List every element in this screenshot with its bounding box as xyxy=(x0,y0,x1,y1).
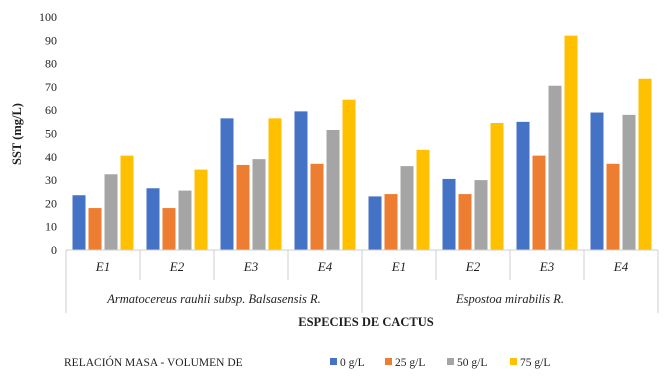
y-tick-label: 50 xyxy=(45,127,57,141)
bar xyxy=(162,208,176,250)
bar xyxy=(268,118,282,250)
x-tick-label: E2 xyxy=(465,259,481,274)
x-tick-label: E2 xyxy=(169,259,185,274)
bar xyxy=(88,208,102,250)
legend-swatch xyxy=(447,358,454,365)
x-axis-title: ESPECIES DE CACTUS xyxy=(298,315,434,329)
y-tick-label: 30 xyxy=(45,173,57,187)
x-tick-label: E3 xyxy=(243,259,259,274)
legend-swatch xyxy=(510,358,517,365)
bar xyxy=(606,163,620,250)
legend-label: 50 g/L xyxy=(457,357,487,369)
y-tick-label: 60 xyxy=(45,103,57,117)
legend-swatch xyxy=(330,358,337,365)
bar xyxy=(442,178,456,250)
bar xyxy=(252,159,266,250)
x-tick-label: E4 xyxy=(317,259,333,274)
y-tick-label: 20 xyxy=(45,196,57,210)
bar xyxy=(564,35,578,250)
bar xyxy=(194,169,208,250)
x-tick-label: E4 xyxy=(613,259,629,274)
bars xyxy=(72,35,652,251)
legend-label: 75 g/L xyxy=(520,357,550,369)
y-tick-label: 80 xyxy=(45,57,57,71)
bar xyxy=(236,164,250,250)
y-tick-label: 0 xyxy=(51,243,57,257)
bar xyxy=(342,99,356,250)
bar xyxy=(400,166,414,250)
x-group-label: Armatocereus rauhii subsp. Balsasensis R… xyxy=(106,292,320,306)
bar xyxy=(72,195,86,250)
legend-label: 25 g/L xyxy=(395,357,425,369)
legend: RELACIÓN MASA - VOLUMEN DE 0 g/L 25 g/L 50… xyxy=(64,355,550,369)
y-tick-label: 90 xyxy=(45,33,57,47)
y-tick-label: 40 xyxy=(45,150,57,164)
bar xyxy=(368,196,382,250)
x-group-label: Espostoa mirabilis R. xyxy=(455,292,564,306)
bar xyxy=(326,130,340,250)
bar xyxy=(146,188,160,250)
x-tick-label: E1 xyxy=(95,259,110,274)
bar xyxy=(310,163,324,250)
bar xyxy=(458,194,472,250)
bar xyxy=(474,180,488,250)
x-axis: E1 E2 E3 E4 E1 E2 E3 E4 Armatocereus rauhii subs… xyxy=(65,249,659,313)
bar xyxy=(590,112,604,250)
x-tick-label: E3 xyxy=(539,259,555,274)
y-tick-label: 100 xyxy=(39,10,57,24)
y-tick-label: 10 xyxy=(45,220,57,234)
y-axis: 0 10 20 30 40 50 60 70 80 90 100 xyxy=(39,10,57,257)
legend-items: 0 g/L 25 g/L 50 g/L 75 g/L xyxy=(330,357,550,369)
y-tick-label: 70 xyxy=(45,80,57,94)
legend-label: 0 g/L xyxy=(340,357,365,369)
bar xyxy=(548,85,562,250)
bar xyxy=(516,121,530,250)
legend-swatch xyxy=(385,358,392,365)
y-axis-title: SST (mg/L) xyxy=(10,103,24,165)
bar xyxy=(622,114,636,250)
bar xyxy=(104,174,118,250)
bar xyxy=(416,149,430,250)
bar xyxy=(490,123,504,250)
bar xyxy=(120,155,134,250)
bar xyxy=(294,111,308,251)
bar xyxy=(384,194,398,250)
bar xyxy=(532,155,546,250)
bar xyxy=(178,190,192,250)
bar xyxy=(220,118,234,250)
bar xyxy=(638,78,652,251)
legend-title: RELACIÓN MASA - VOLUMEN DE xyxy=(64,355,243,369)
x-tick-label: E1 xyxy=(391,259,406,274)
